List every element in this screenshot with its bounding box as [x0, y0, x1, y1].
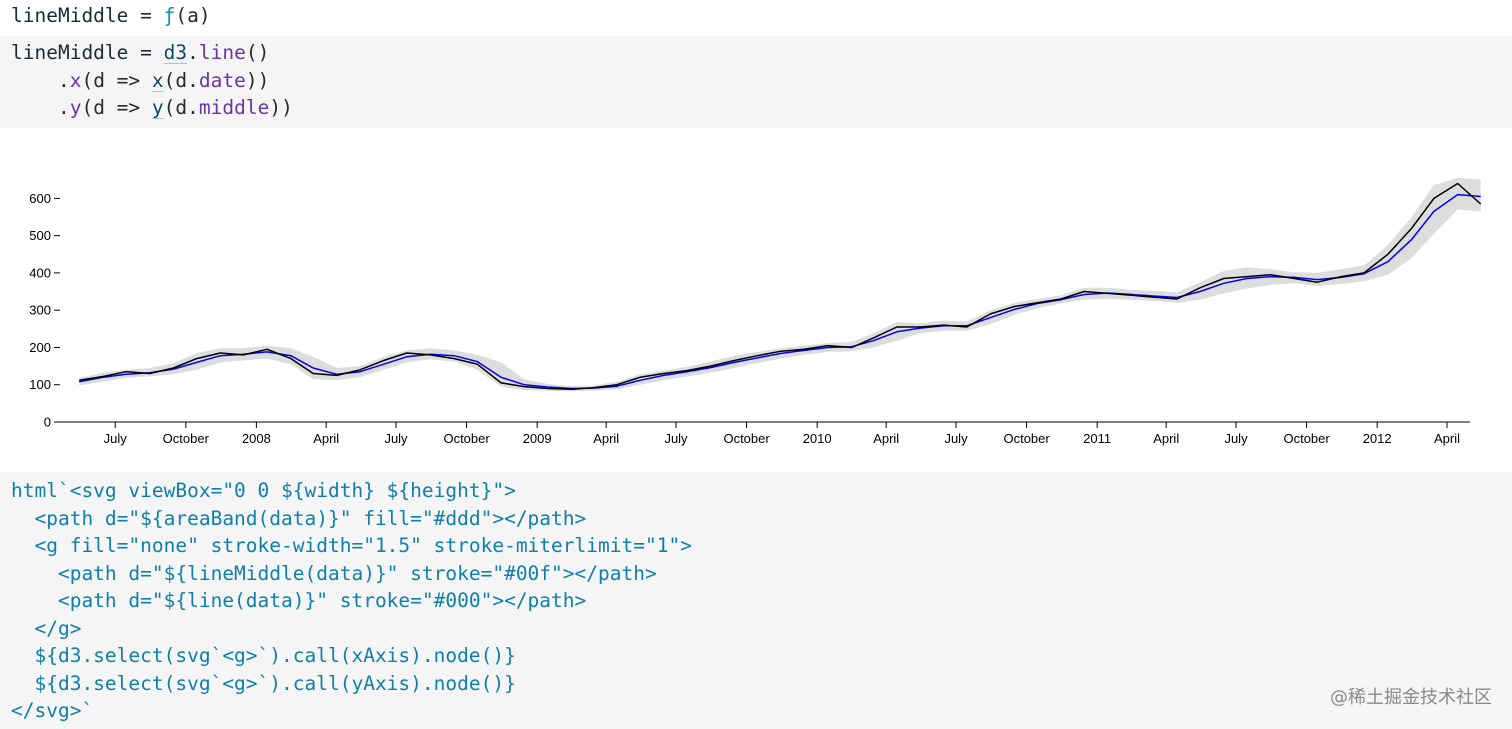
template-line-6: </g> — [11, 616, 82, 640]
code-token: (d => — [81, 68, 152, 92]
code-line-1: lineMiddle = d3.line() — [0, 39, 1512, 67]
code-token: lineMiddle = — [11, 41, 164, 64]
x-tick-label: April — [593, 431, 619, 446]
y-tick-label: 500 — [29, 228, 51, 243]
close-line-series — [79, 182, 1482, 390]
template-line-3: <g fill="none" stroke-width="1.5" stroke… — [11, 534, 692, 557]
template-line-8: ${d3.select(svg`<g>`).call(yAxis).node()… — [11, 671, 516, 695]
function-glyph-icon[interactable]: ƒ — [163, 4, 176, 27]
code-cell-svg-template[interactable]: html`<svg viewBox="0 0 ${width} ${height… — [0, 472, 1512, 729]
x-tick-label: April — [1153, 431, 1179, 446]
template-line-7: ${d3.select(svg`<g>`).call(xAxis).node()… — [11, 644, 516, 667]
code-token: )) — [269, 96, 293, 119]
bollinger-chart: July October 2008 April July October 2009 April… — [29, 177, 1482, 446]
code-ref-x[interactable]: x — [151, 68, 164, 92]
code-ref-y[interactable]: y — [151, 96, 164, 119]
code-token: middle — [198, 96, 270, 119]
y-tick-label: 200 — [29, 340, 51, 355]
x-tick-label: July — [104, 431, 128, 446]
x-axis: July October 2008 April July October 2009 April… — [60, 421, 1470, 446]
code-token: . — [11, 96, 70, 119]
code-line-2: .x(d => x(d.date)) — [0, 67, 1512, 95]
code-token: () — [245, 41, 270, 64]
code-ref-d3[interactable]: d3 — [163, 41, 188, 64]
x-tick-label: April — [873, 431, 899, 446]
output-var-name: lineMiddle — [11, 4, 129, 27]
x-tick-label: October — [1003, 431, 1050, 446]
y-axis: 0 100 200 300 400 500 600 — [29, 191, 60, 430]
template-line-2: <path d="${areaBand(data)}" fill="#ddd">… — [11, 506, 587, 530]
code-token: (d. — [163, 96, 199, 119]
x-tick-label: October — [443, 431, 490, 446]
x-tick-label: October — [723, 431, 770, 446]
y-tick-label: 400 — [29, 265, 51, 280]
x-tick-label: July — [664, 431, 688, 446]
template-line-1: html`<svg viewBox="0 0 ${width} ${height… — [11, 479, 516, 502]
x-tick-label: July — [1224, 431, 1248, 446]
x-tick-label: April — [1434, 431, 1460, 446]
code-token: (d. — [163, 68, 199, 92]
code-token: line — [198, 41, 246, 64]
x-tick-label: October — [1283, 431, 1330, 446]
code-token: . — [187, 41, 199, 64]
template-line-4: <path d="${lineMiddle(data)}" stroke="#0… — [11, 561, 657, 585]
y-tick-label: 0 — [44, 415, 51, 430]
code-cell-linemiddle[interactable]: lineMiddle = d3.line() .x(d => x(d.date)… — [0, 36, 1512, 128]
y-tick-label: 100 — [29, 377, 51, 392]
output-args: (a) — [175, 4, 211, 27]
y-tick-label: 600 — [29, 191, 51, 206]
code-token: (d => — [81, 96, 152, 119]
template-line-5: <path d="${line(data)}" stroke="#000"></… — [11, 589, 587, 612]
watermark-text: @稀土掘金技术社区 — [1330, 687, 1492, 708]
code-line-3: .y(d => y(d.middle)) — [0, 94, 1512, 122]
code-token: y — [69, 96, 82, 119]
output-equals: = — [128, 4, 164, 27]
band-area — [79, 177, 1481, 392]
middle-line-series — [79, 193, 1481, 390]
code-token: . — [11, 68, 70, 92]
x-tick-label: July — [944, 431, 968, 446]
x-tick-label: 2011 — [1083, 431, 1111, 446]
template-line-9: </svg>` — [11, 699, 94, 722]
y-tick-label: 300 — [29, 303, 51, 318]
x-tick-label: July — [384, 431, 408, 446]
code-token: date — [198, 68, 246, 92]
output-line: lineMiddle = ƒ(a) — [0, 0, 1512, 34]
x-tick-label: 2009 — [523, 431, 552, 446]
x-tick-label: 2012 — [1363, 431, 1392, 446]
x-tick-label: April — [313, 431, 339, 446]
code-token: x — [69, 68, 82, 92]
output-text: lineMiddle = ƒ(a) — [0, 2, 1512, 30]
code-token: )) — [245, 68, 270, 92]
x-tick-label: October — [163, 431, 210, 446]
chart-output: July October 2008 April July October 2009 April… — [0, 136, 1512, 466]
x-tick-label: 2010 — [803, 431, 832, 446]
x-tick-label: 2008 — [242, 431, 271, 446]
